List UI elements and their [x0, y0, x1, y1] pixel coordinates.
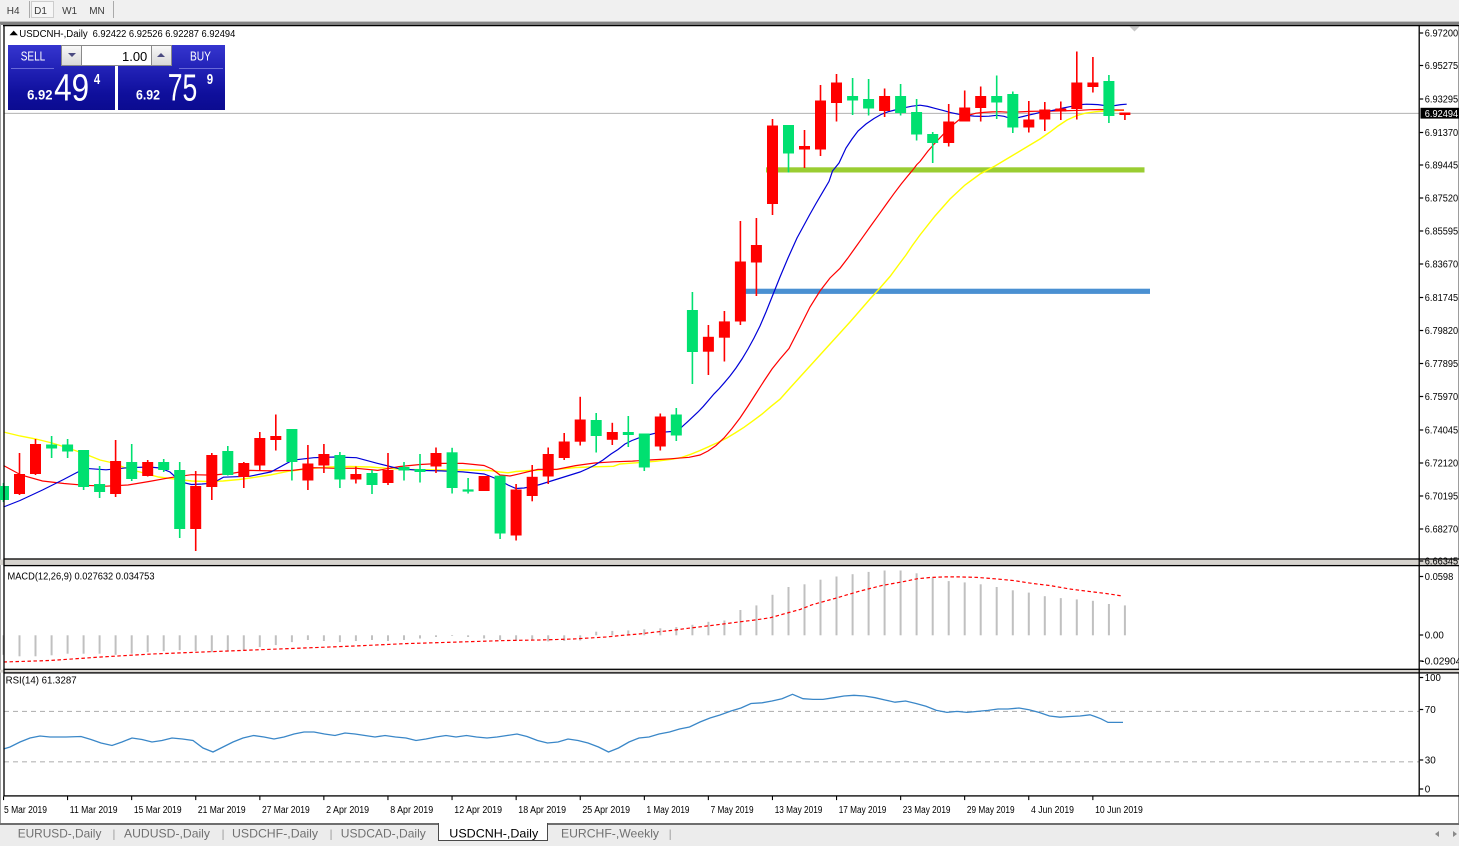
svg-text:USDCAD-,Daily: USDCAD-,Daily: [341, 826, 426, 840]
svg-text:2 Apr 2019: 2 Apr 2019: [326, 805, 369, 816]
svg-text:7 May 2019: 7 May 2019: [711, 805, 754, 816]
svg-text:4 Jun 2019: 4 Jun 2019: [1031, 805, 1074, 816]
svg-text:70: 70: [1425, 705, 1436, 716]
svg-text:EURUSD-,Daily: EURUSD-,Daily: [18, 826, 102, 840]
svg-text:13 May 2019: 13 May 2019: [775, 805, 823, 816]
svg-text:H4: H4: [7, 6, 20, 17]
svg-text:6.89445: 6.89445: [1425, 161, 1459, 172]
svg-text:SELL: SELL: [21, 50, 46, 64]
svg-text:6.68270: 6.68270: [1425, 525, 1459, 536]
svg-text:18 Apr 2019: 18 Apr 2019: [518, 805, 566, 816]
svg-text:0.00: 0.00: [1425, 631, 1444, 642]
svg-text:21 Mar 2019: 21 Mar 2019: [198, 805, 246, 816]
svg-text:6.92: 6.92: [27, 88, 52, 103]
svg-text:27 Mar 2019: 27 Mar 2019: [262, 805, 310, 816]
svg-text:11 Mar 2019: 11 Mar 2019: [70, 805, 118, 816]
svg-text:-0.02904: -0.02904: [1421, 657, 1459, 668]
svg-text:6.93295: 6.93295: [1425, 95, 1459, 106]
svg-text:6.72120: 6.72120: [1425, 459, 1459, 470]
svg-text:29 May 2019: 29 May 2019: [967, 805, 1015, 816]
svg-text:|: |: [330, 828, 333, 840]
svg-text:15 Mar 2019: 15 Mar 2019: [134, 805, 182, 816]
svg-text:1.00: 1.00: [122, 49, 147, 64]
svg-text:12 Apr 2019: 12 Apr 2019: [454, 805, 502, 816]
svg-text:USDCNH-,Daily: USDCNH-,Daily: [449, 826, 538, 840]
svg-text:100: 100: [1425, 673, 1441, 684]
svg-text:6.92: 6.92: [136, 88, 160, 103]
svg-text:MACD(12,26,9) 0.027632 0.03475: MACD(12,26,9) 0.027632 0.034753: [8, 572, 155, 583]
svg-text:6.75970: 6.75970: [1425, 392, 1459, 403]
svg-text:|: |: [222, 828, 225, 840]
svg-text:6.97200: 6.97200: [1425, 29, 1459, 40]
svg-text:6.79820: 6.79820: [1425, 326, 1459, 337]
svg-text:6.66345: 6.66345: [1425, 557, 1459, 568]
svg-text:0: 0: [1425, 785, 1431, 796]
svg-text:AUDUSD-,Daily: AUDUSD-,Daily: [124, 826, 210, 840]
svg-text:75: 75: [168, 68, 198, 110]
svg-text:6.74045: 6.74045: [1425, 426, 1459, 437]
svg-text:USDCHF-,Daily: USDCHF-,Daily: [232, 826, 318, 840]
svg-text:49: 49: [54, 68, 89, 110]
svg-text:17 May 2019: 17 May 2019: [839, 805, 887, 816]
svg-text:10 Jun 2019: 10 Jun 2019: [1095, 805, 1143, 816]
svg-text:9: 9: [207, 72, 213, 88]
svg-text:6.92422 6.92526 6.92287 6.9249: 6.92422 6.92526 6.92287 6.92494: [93, 29, 236, 40]
svg-text:6.95275: 6.95275: [1425, 61, 1459, 72]
svg-text:6.83670: 6.83670: [1425, 260, 1459, 271]
svg-text:USDCNH-,Daily: USDCNH-,Daily: [19, 29, 87, 40]
svg-text:6.91370: 6.91370: [1425, 128, 1459, 139]
svg-text:8 Apr 2019: 8 Apr 2019: [390, 805, 433, 816]
svg-text:6.81745: 6.81745: [1425, 293, 1459, 304]
svg-text:6.70195: 6.70195: [1425, 492, 1459, 503]
svg-text:25 Apr 2019: 25 Apr 2019: [582, 805, 630, 816]
svg-text:1 May 2019: 1 May 2019: [647, 805, 690, 816]
svg-text:6.87520: 6.87520: [1425, 194, 1459, 205]
svg-text:MN: MN: [89, 6, 105, 17]
svg-text:6.85595: 6.85595: [1425, 227, 1459, 238]
svg-text:23 May 2019: 23 May 2019: [903, 805, 951, 816]
svg-text:|: |: [113, 828, 116, 840]
svg-text:30: 30: [1425, 756, 1436, 767]
svg-text:W1: W1: [62, 6, 77, 17]
svg-text:6.92494: 6.92494: [1425, 109, 1459, 120]
svg-text:RSI(14) 61.3287: RSI(14) 61.3287: [6, 676, 77, 687]
svg-text:EURCHF-,Weekly: EURCHF-,Weekly: [561, 826, 659, 840]
svg-text:BUY: BUY: [190, 50, 212, 64]
svg-text:D1: D1: [34, 6, 47, 17]
svg-text:5 Mar 2019: 5 Mar 2019: [4, 805, 47, 816]
svg-text:0.0598: 0.0598: [1425, 572, 1454, 583]
svg-text:|: |: [669, 828, 672, 840]
svg-text:4: 4: [94, 72, 100, 88]
svg-text:6.77895: 6.77895: [1425, 359, 1459, 370]
